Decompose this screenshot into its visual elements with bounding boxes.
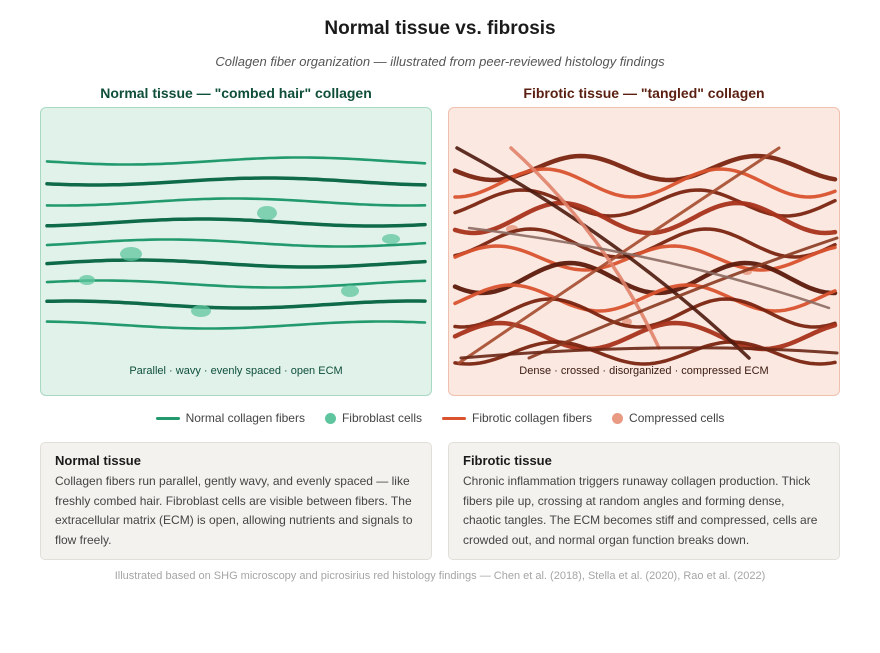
normal-collagen-illustration xyxy=(45,156,427,330)
fibrotic-collagen-fiber xyxy=(453,340,837,366)
normal-collagen-fiber xyxy=(45,279,427,289)
fibrotic-description-title: Fibrotic tissue xyxy=(463,453,552,468)
legend-line-icon xyxy=(155,416,180,420)
legend-item-fibroblast-cells: Fibroblast cells xyxy=(324,411,422,425)
fibrotic-tissue-panel: Dense · crossed · disorganized · compres… xyxy=(448,107,840,396)
normal-collagen-fiber xyxy=(45,156,427,166)
legend-label: Normal collagen fibers xyxy=(185,411,305,425)
normal-collagen-fiber xyxy=(45,299,427,310)
fibrotic-collagen-fiber xyxy=(452,200,838,236)
fibrotic-panel-caption: Dense · crossed · disorganized · compres… xyxy=(519,365,769,377)
fibroblast-cell xyxy=(79,275,95,285)
fibroblast-cell xyxy=(341,285,359,297)
crossing-collagen-fiber xyxy=(527,236,839,360)
legend-dot-icon xyxy=(612,412,624,424)
fibrotic-collagen-illustration xyxy=(452,146,839,366)
page-subtitle: Collagen fiber organization — illustrate… xyxy=(215,54,665,69)
crossing-collagen-fiber xyxy=(459,346,839,360)
normal-collagen-fiber xyxy=(45,197,427,207)
legend-item-fibrotic-fibers: Fibrotic collagen fibers xyxy=(441,411,593,425)
legend-item-compressed-cells: Compressed cells xyxy=(612,411,724,425)
normal-description-card: Normal tissue Collagen fibers run parall… xyxy=(40,442,432,560)
normal-panel-title: Normal tissue — "combed hair" collagen xyxy=(100,85,372,101)
legend-label: Fibroblast cells xyxy=(341,411,422,425)
normal-description-title: Normal tissue xyxy=(55,453,141,468)
fibrotic-collagen-fiber xyxy=(452,260,838,296)
fibroblast-cell xyxy=(120,247,142,261)
normal-tissue-panel: Parallel · wavy · evenly spaced · open E… xyxy=(40,107,432,396)
normal-collagen-fiber xyxy=(45,217,427,228)
normal-collagen-fiber xyxy=(45,238,427,248)
fibrotic-description-text: Chronic inflammation triggers runaway co… xyxy=(463,474,818,547)
fibroblast-cell xyxy=(191,305,211,317)
fibrotic-collagen-fiber xyxy=(453,297,837,329)
legend-label: Fibrotic collagen fibers xyxy=(471,411,593,425)
fibroblast-cell xyxy=(382,234,400,244)
legend-item-normal-fibers: Normal collagen fibers xyxy=(155,411,305,425)
normal-panel-caption: Parallel · wavy · evenly spaced · open E… xyxy=(129,365,343,377)
legend-dot-icon xyxy=(324,412,336,424)
fibroblast-cell xyxy=(257,206,277,220)
normal-collagen-fiber xyxy=(45,258,427,269)
crossing-collagen-fiber xyxy=(457,146,781,365)
page-title: Normal tissue vs. fibrosis xyxy=(324,18,556,39)
fibrotic-panel-title: Fibrotic tissue — "tangled" collagen xyxy=(523,85,765,101)
legend-label: Compressed cells xyxy=(629,411,725,425)
legend-line-icon xyxy=(441,416,466,420)
normal-collagen-fiber xyxy=(45,320,427,330)
citation-footer: Illustrated based on SHG microscopy and … xyxy=(114,570,766,582)
legend: Normal collagen fibers Fibroblast cells … xyxy=(0,411,880,425)
crossing-collagen-fiber xyxy=(455,146,751,360)
fibrotic-collagen-fiber xyxy=(453,283,837,313)
normal-description-text: Collagen fibers run parallel, gently wav… xyxy=(55,474,413,547)
normal-collagen-fiber xyxy=(45,176,427,187)
crossing-collagen-fiber xyxy=(467,226,831,310)
crossing-collagen-fiber xyxy=(509,146,661,350)
fibrotic-description-card: Fibrotic tissue Chronic inflammation tri… xyxy=(448,442,840,560)
fibrotic-collagen-fiber xyxy=(453,167,837,199)
